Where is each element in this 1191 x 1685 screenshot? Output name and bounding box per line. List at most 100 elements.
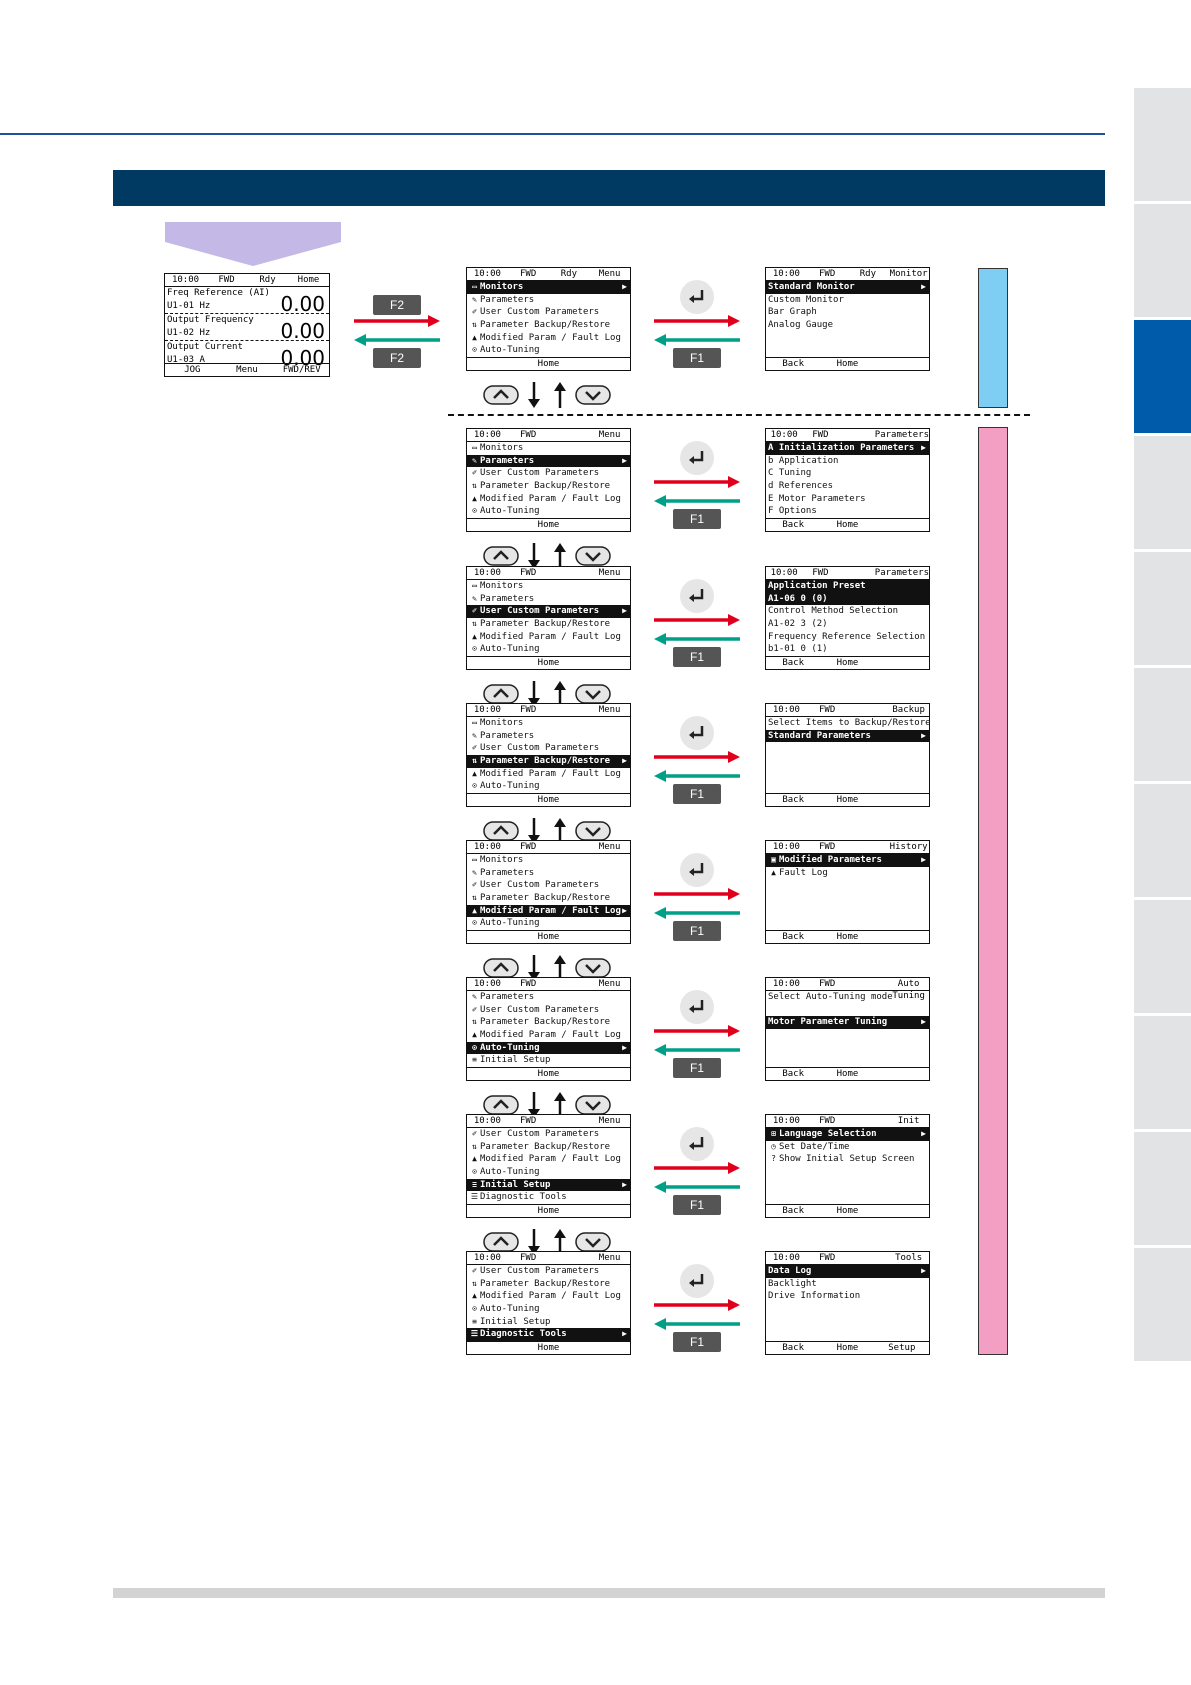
submenu-item[interactable]: Motor Parameter Tuning ▶	[766, 1016, 929, 1030]
menu-item[interactable]: ☰ Diagnostic Tools ▶	[467, 1328, 630, 1342]
menu-item[interactable]: ▲ Modified Param / Fault Log	[467, 1029, 630, 1042]
menu-item[interactable]: ▲ Modified Param / Fault Log	[467, 1290, 630, 1303]
submenu-item[interactable]: Data Log ▶	[766, 1265, 929, 1278]
up-key-icon[interactable]	[483, 1232, 519, 1252]
side-tab[interactable]	[1134, 1248, 1191, 1364]
submenu-item[interactable]: F Options	[766, 505, 929, 518]
softkey[interactable]: Setup	[888, 1343, 916, 1353]
softkey[interactable]: Back	[782, 520, 804, 530]
f1-key[interactable]: F1	[673, 348, 721, 368]
submenu-item[interactable]: b Application	[766, 455, 929, 468]
softkey-menu[interactable]: Menu	[236, 365, 258, 375]
menu-item[interactable]: ✐ User Custom Parameters	[467, 1265, 630, 1278]
softkey[interactable]: Home	[836, 1206, 859, 1216]
softkey[interactable]: Home	[537, 1069, 560, 1079]
submenu-item[interactable]	[766, 1004, 929, 1017]
menu-item[interactable]: ⊙ Auto-Tuning	[467, 780, 630, 793]
menu-item[interactable]: ✎ Parameters	[467, 730, 630, 743]
softkey[interactable]	[875, 1068, 929, 1080]
menu-item[interactable]: ▲ Modified Param / Fault Log ▶	[467, 904, 630, 918]
submenu-item[interactable]: ◷ Set Date/Time	[766, 1141, 929, 1154]
menu-item[interactable]: ≡ Initial Setup	[467, 1316, 630, 1329]
enter-key[interactable]	[680, 990, 714, 1024]
scroll-navigation[interactable]	[482, 1229, 652, 1255]
softkey[interactable]: Home	[836, 658, 859, 668]
enter-key[interactable]	[680, 441, 714, 475]
enter-key[interactable]	[680, 853, 714, 887]
scroll-navigation[interactable]	[482, 382, 652, 408]
side-tab[interactable]	[1134, 436, 1191, 552]
softkey[interactable]	[875, 358, 929, 370]
down-key-icon[interactable]	[575, 684, 611, 704]
softkey-fwd-rev[interactable]: FWD/REV	[282, 365, 321, 375]
softkey-jog[interactable]: JOG	[184, 365, 201, 375]
menu-item[interactable]: ▲ Modified Param / Fault Log	[467, 493, 630, 506]
f1-key[interactable]: F1	[673, 509, 721, 529]
side-tab[interactable]	[1134, 1132, 1191, 1248]
up-key-icon[interactable]	[483, 684, 519, 704]
menu-item[interactable]: ✐ User Custom Parameters	[467, 467, 630, 480]
menu-item[interactable]: ⇅ Parameter Backup/Restore	[467, 892, 630, 905]
softkey[interactable]: Back	[782, 1206, 804, 1216]
submenu-item[interactable]: ⊞ Language Selection ▶	[766, 1128, 929, 1141]
up-key-icon[interactable]	[483, 821, 519, 841]
scroll-navigation[interactable]	[482, 818, 652, 844]
submenu-item[interactable]: Bar Graph	[766, 306, 929, 319]
menu-item[interactable]: ✎ Parameters ▶	[467, 454, 630, 468]
menu-item[interactable]: ✎ Parameters	[467, 593, 630, 606]
softkey[interactable]: Home	[836, 795, 859, 805]
softkey[interactable]	[875, 1205, 929, 1217]
f2-key-back[interactable]: F2	[373, 348, 421, 368]
menu-item[interactable]: ▭ Monitors ▶	[467, 281, 630, 294]
down-key-icon[interactable]	[575, 821, 611, 841]
enter-key[interactable]	[680, 1264, 714, 1298]
menu-item[interactable]: ⊙ Auto-Tuning	[467, 917, 630, 930]
submenu-item[interactable]: Analog Gauge	[766, 319, 929, 332]
submenu-item[interactable]: d References	[766, 480, 929, 493]
down-key-icon[interactable]	[575, 1095, 611, 1115]
menu-item[interactable]: ✐ User Custom Parameters	[467, 306, 630, 319]
side-tab[interactable]	[1134, 1016, 1191, 1132]
side-tab[interactable]	[1134, 668, 1191, 784]
side-tab[interactable]	[1134, 204, 1191, 320]
softkey[interactable]	[875, 931, 929, 943]
softkey[interactable]: Home	[537, 932, 560, 942]
down-key-icon[interactable]	[575, 958, 611, 978]
menu-item[interactable]: ✎ Parameters	[467, 991, 630, 1004]
softkey[interactable]: Back	[782, 658, 804, 668]
menu-item[interactable]: ⇅ Parameter Backup/Restore ▶	[467, 755, 630, 768]
submenu-item[interactable]: b1-01 0 (1)	[766, 643, 929, 656]
submenu-item[interactable]: Select Items to Backup/Restore	[766, 717, 929, 730]
submenu-item[interactable]: A1-02 3 (2)	[766, 618, 929, 631]
softkey[interactable]: Home	[836, 520, 859, 530]
up-key-icon[interactable]	[483, 958, 519, 978]
menu-item[interactable]: ▲ Modified Param / Fault Log	[467, 1153, 630, 1166]
softkey[interactable]: Home	[836, 1069, 859, 1079]
up-key-icon[interactable]	[483, 546, 519, 566]
menu-item[interactable]: ⇅ Parameter Backup/Restore	[467, 618, 630, 631]
softkey[interactable]: Home	[537, 520, 560, 530]
menu-item[interactable]: ▭ Monitors	[467, 442, 630, 455]
submenu-item[interactable]: C Tuning	[766, 467, 929, 480]
menu-item[interactable]: ⊙ Auto-Tuning	[467, 1303, 630, 1316]
menu-item[interactable]: ☰ Diagnostic Tools	[467, 1191, 630, 1204]
softkey[interactable]: Back	[782, 359, 804, 369]
softkey[interactable]: Back	[782, 795, 804, 805]
menu-item[interactable]: ✐ User Custom Parameters ▶	[467, 605, 630, 619]
menu-item[interactable]: ≡ Initial Setup ▶	[467, 1178, 630, 1192]
scroll-navigation[interactable]	[482, 543, 652, 569]
f1-key[interactable]: F1	[673, 1058, 721, 1078]
softkey[interactable]: Back	[782, 932, 804, 942]
submenu-item[interactable]: Standard Monitor ▶	[766, 281, 929, 294]
menu-item[interactable]: ⇅ Parameter Backup/Restore	[467, 1278, 630, 1291]
menu-item[interactable]: ≡ Initial Setup	[467, 1054, 630, 1067]
softkey[interactable]: Back	[782, 1069, 804, 1079]
softkey[interactable]: Home	[537, 1343, 560, 1353]
f1-key[interactable]: F1	[673, 784, 721, 804]
menu-item[interactable]: ⇅ Parameter Backup/Restore	[467, 319, 630, 332]
softkey[interactable]	[875, 794, 929, 806]
enter-key[interactable]	[680, 716, 714, 750]
submenu-item[interactable]: ▣ Modified Parameters ▶	[766, 854, 929, 867]
f1-key[interactable]: F1	[673, 921, 721, 941]
menu-item[interactable]: ▲ Modified Param / Fault Log	[467, 631, 630, 644]
